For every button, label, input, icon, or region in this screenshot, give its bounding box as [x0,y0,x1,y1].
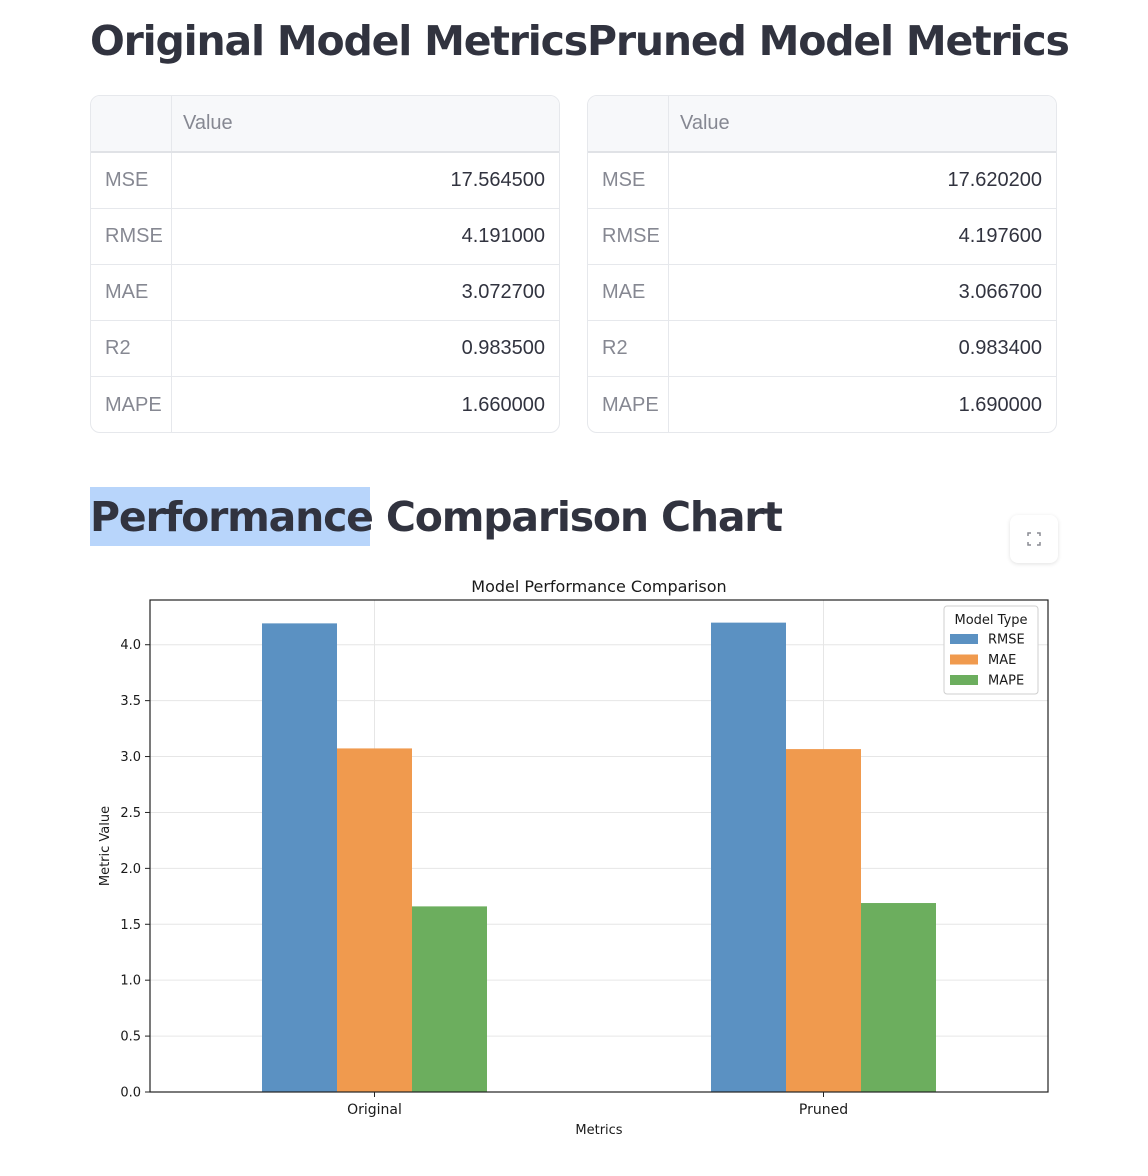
y-tick-label: 0.5 [120,1030,141,1045]
metric-name-cell: RMSE [588,209,669,264]
table-row[interactable]: MAE 3.072700 [91,265,559,321]
table-row[interactable]: MAE 3.066700 [588,265,1056,321]
bar-rmse-pruned [711,622,786,1092]
metric-name-cell: MSE [588,153,669,208]
legend-label-mape: MAPE [988,674,1024,689]
x-axis-label: Metrics [575,1123,622,1138]
fullscreen-button[interactable] [1010,515,1058,563]
y-tick-label: 3.0 [120,750,141,765]
table-row[interactable]: MSE 17.620200 [588,153,1056,209]
bar-mape-original [412,906,487,1092]
value-column-header[interactable]: Value [183,112,233,134]
chart-section-title: Performance Comparison Chart [90,493,783,541]
bar-mape-pruned [861,903,936,1092]
metric-value-cell: 17.564500 [450,169,545,191]
metric-name-cell: R2 [588,321,669,376]
metric-value-cell: 4.197600 [958,225,1042,247]
bar-mae-pruned [786,749,861,1092]
pruned-metrics-table[interactable]: Value MSE 17.620200 RMSE 4.197600 MAE 3.… [587,95,1057,433]
chart-title: Model Performance Comparison [471,577,726,596]
metric-value-cell: 4.191000 [461,225,545,247]
table-row[interactable]: R2 0.983500 [91,321,559,377]
legend-title: Model Type [954,613,1027,628]
table-row[interactable]: MAPE 1.660000 [91,377,559,432]
metric-name-cell: MAE [588,265,669,320]
metric-name-cell: MSE [91,153,172,208]
metric-name-cell: MAPE [588,377,669,432]
bar-mae-original [337,748,412,1092]
y-axis-label: Metric Value [98,806,113,886]
legend-label-rmse: RMSE [988,633,1025,648]
legend-swatch-mae [950,654,978,665]
metric-value-cell: 3.072700 [461,281,545,303]
original-metrics-title: Original Model Metrics [90,17,588,65]
y-tick-label: 1.5 [120,918,141,933]
text-selection-highlight [90,487,370,546]
legend-box [943,605,1039,695]
y-tick-label: 2.5 [120,806,141,821]
original-metrics-table[interactable]: Value MSE 17.564500 RMSE 4.191000 MAE 3.… [90,95,560,433]
table-header-row: Value [91,96,559,153]
index-header-cell [588,96,669,151]
x-tick-label: Original [347,1102,402,1118]
y-tick-label: 0.0 [120,1086,141,1101]
table-row[interactable]: MAPE 1.690000 [588,377,1056,432]
table-row[interactable]: RMSE 4.197600 [588,209,1056,265]
bar-rmse-original [262,623,337,1092]
table-row[interactable]: R2 0.983400 [588,321,1056,377]
legend-swatch-rmse [950,634,978,644]
metric-value-cell: 3.066700 [958,281,1042,303]
table-row[interactable]: MSE 17.564500 [91,153,559,209]
performance-chart[interactable]: 0.0 0.5 1.0 1.5 2.0 2.5 3.0 3.5 4.0 Original Prune… [90,570,1058,1150]
table-row[interactable]: RMSE 4.191000 [91,209,559,265]
pruned-metrics-title: Pruned Model Metrics [587,17,1070,65]
chart-ticks: 0.0 0.5 1.0 1.5 2.0 2.5 3.0 3.5 4.0 Original Prune… [120,638,848,1118]
chart-bars [262,622,936,1092]
plot-frame [149,599,1049,1093]
value-column-header[interactable]: Value [680,112,730,134]
legend-label-mae: MAE [988,653,1016,668]
metric-value-cell: 17.620200 [947,169,1042,191]
metric-name-cell: R2 [91,321,172,376]
legend-swatch-mape [950,675,978,685]
expand-icon [1027,532,1041,546]
y-tick-label: 3.5 [120,694,141,709]
y-tick-label: 4.0 [120,638,141,653]
metric-name-cell: MAE [91,265,172,320]
metric-value-cell: 0.983500 [461,337,545,359]
index-header-cell [91,96,172,151]
metric-value-cell: 0.983400 [958,337,1042,359]
metric-value-cell: 1.660000 [461,393,545,416]
y-tick-label: 1.0 [120,974,141,989]
metric-name-cell: RMSE [91,209,172,264]
y-tick-label: 2.0 [120,862,141,877]
chart-legend: Model Type RMSE MAE MAPE [943,605,1039,695]
metric-value-cell: 1.690000 [958,393,1042,416]
metric-name-cell: MAPE [91,377,172,432]
table-header-row: Value [588,96,1056,153]
x-tick-label: Pruned [799,1102,848,1118]
